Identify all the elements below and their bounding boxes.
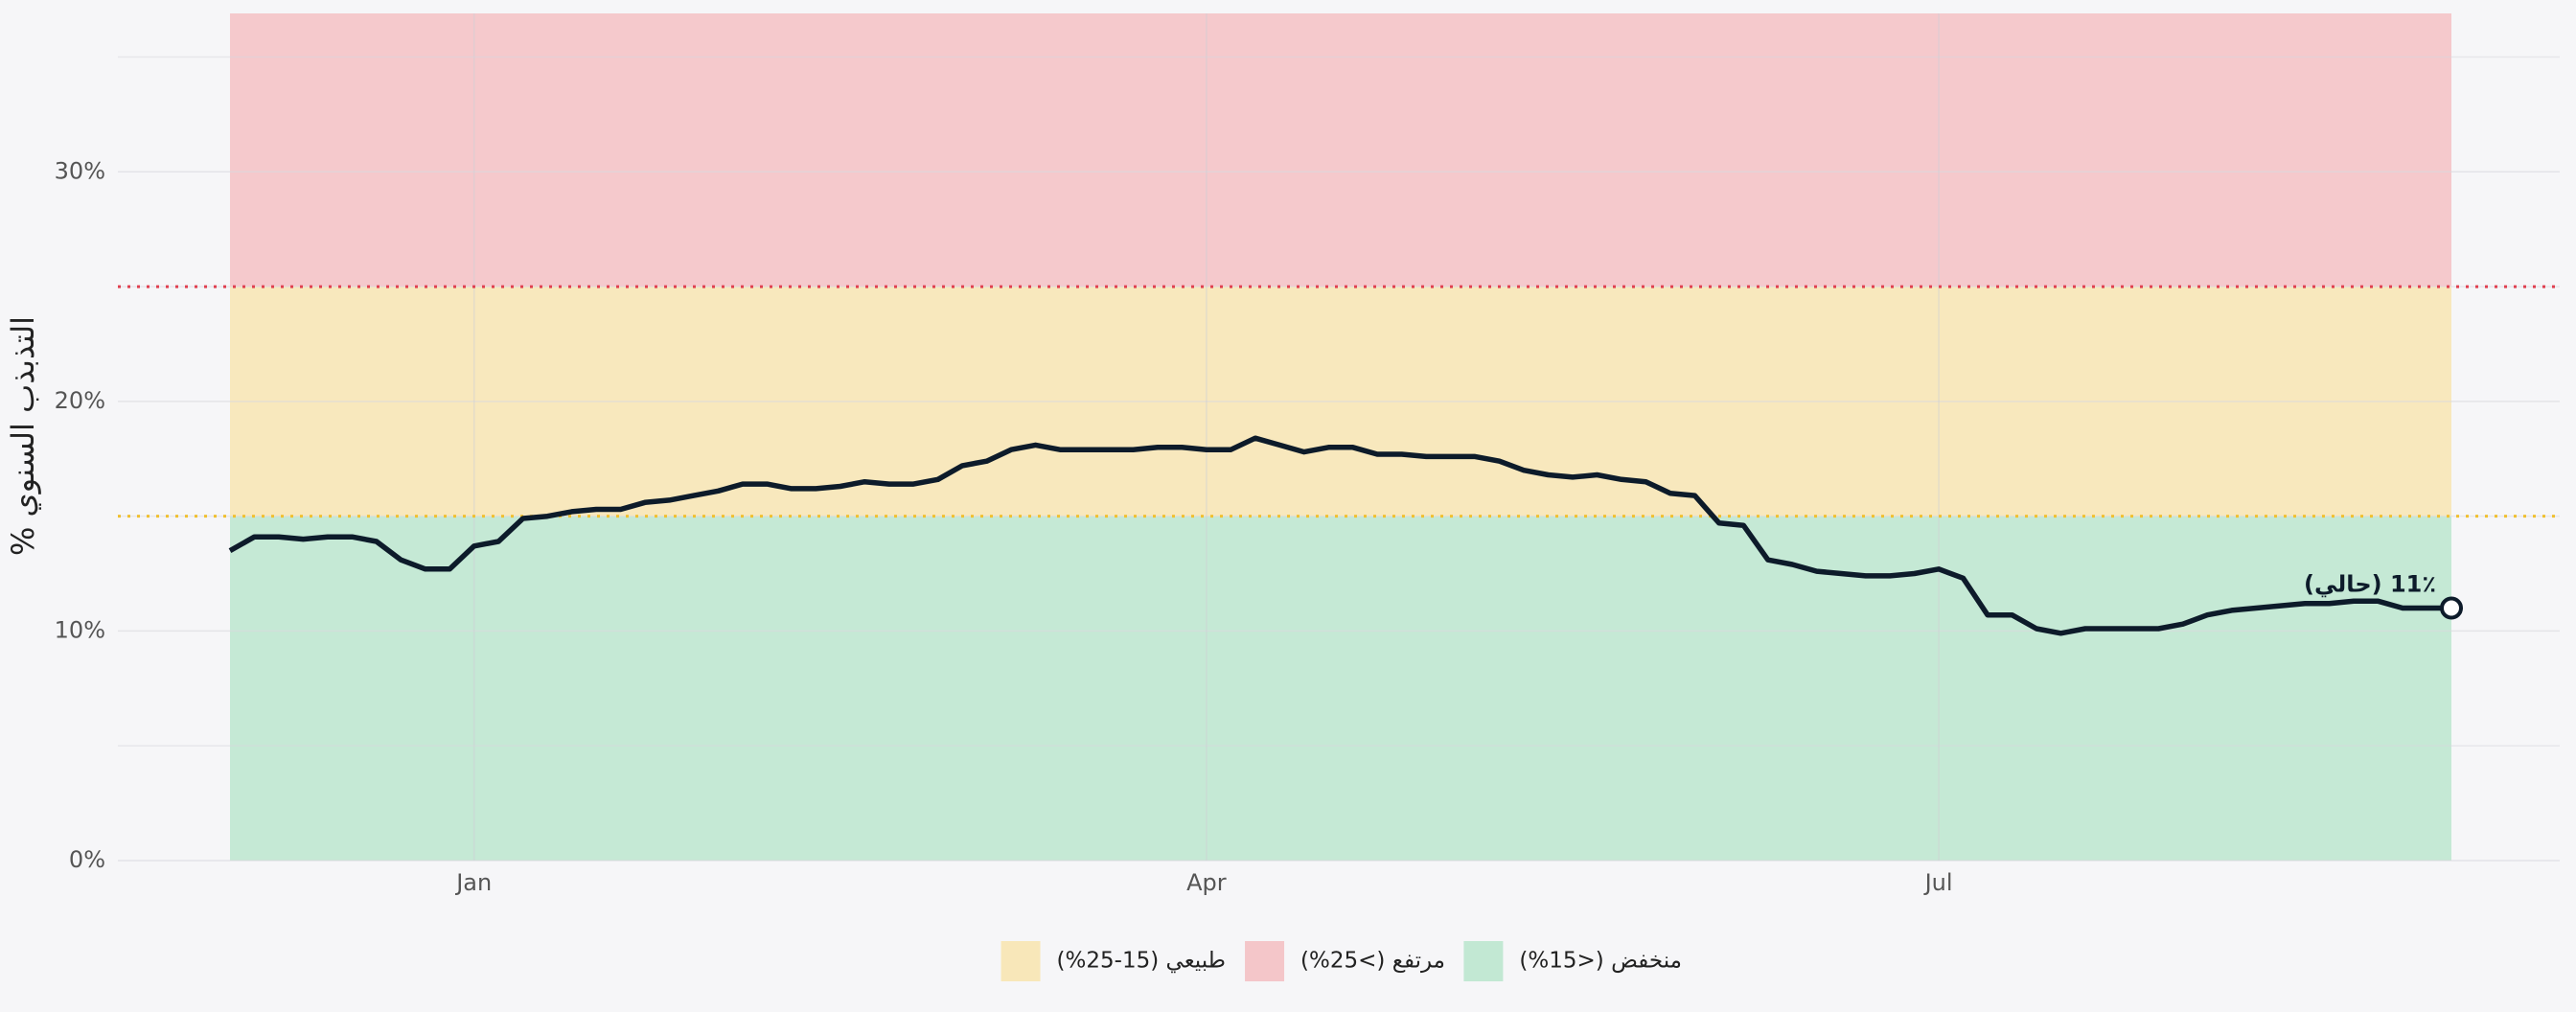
band: [230, 13, 2451, 288]
x-tick-label: Jul: [1923, 869, 1953, 896]
volatility-line: [228, 435, 2451, 636]
y-tick-label: 0%: [69, 846, 105, 873]
y-tick-label: 30%: [55, 157, 105, 184]
y-tick-label: 20%: [55, 387, 105, 414]
legend-item: مرتفع (>25%): [1245, 941, 1445, 981]
annotation: 11٪ (حالي): [2304, 570, 2436, 597]
legend-label: مرتفع (>25%): [1300, 949, 1445, 974]
x-tick-label: Apr: [1186, 869, 1227, 896]
legend-swatch: [1000, 941, 1041, 981]
legend-label: طبيعي (15-25%): [1057, 949, 1226, 974]
band: [230, 516, 2451, 861]
legend-label: منخفض (<15%): [1519, 949, 1682, 974]
current-marker: [2440, 596, 2463, 620]
legend-item: منخفض (<15%): [1463, 941, 1682, 981]
y-tick-label: 10%: [55, 616, 105, 643]
y-axis-label: التذبذب السنوي %: [5, 316, 41, 556]
legend-swatch: [1245, 941, 1285, 981]
x-tick-label: Jan: [454, 869, 492, 896]
legend-swatch: [1463, 941, 1504, 981]
legend-item: طبيعي (15-25%): [1000, 941, 1226, 981]
